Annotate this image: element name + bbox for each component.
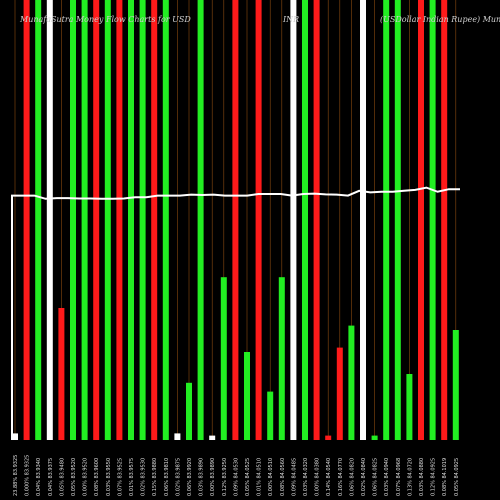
flow-bar — [128, 0, 134, 440]
x-tick-label: 0.04% 83.9340 — [36, 458, 42, 496]
x-tick-label: 0.12% 83.9250 — [222, 458, 228, 496]
x-tick-label: 0.06% 83.9810 — [164, 458, 170, 496]
x-tick-label: 0.02% 83.9530 — [141, 458, 147, 496]
x-tick-label: 0.03% 83.9890 — [199, 458, 205, 496]
flow-bar — [186, 382, 192, 440]
flow-bar — [452, 330, 459, 440]
x-tick-label: 0.15% 83.9880 — [152, 458, 158, 496]
flow-bar — [360, 0, 366, 440]
flow-bar — [255, 0, 262, 440]
x-tick-label: 0.09% 84.0485 — [291, 458, 297, 496]
flow-bar — [278, 277, 285, 440]
x-tick-label: 0.05% 83.9480 — [59, 458, 65, 496]
x-tick-label: 0.00% 84.0510 — [268, 458, 274, 496]
x-tick-label: 0.01% 83.9575 — [129, 458, 135, 496]
flow-bar — [429, 0, 436, 440]
flow-bar — [244, 352, 250, 440]
x-tick-label: 0.14% 84.0540 — [326, 458, 332, 496]
flow-bar — [383, 0, 390, 440]
x-tick-label: 0.06% 84.0825 — [373, 458, 379, 496]
x-tick-label: 0.13% 84.0720 — [407, 458, 413, 496]
flow-bar — [81, 0, 88, 440]
x-tick-label: 0.01% 84.0510 — [257, 458, 263, 496]
flow-bar — [209, 435, 216, 440]
flow-bar — [348, 325, 355, 440]
flow-bar — [406, 374, 413, 440]
flow-bar — [35, 0, 42, 440]
x-tick-label: 0.08% 84.1019 — [442, 458, 448, 496]
x-tick-label: 0.07% 83.9525 — [117, 458, 123, 496]
x-tick-label: 0.05% 84.0525 — [245, 458, 251, 496]
flow-bar — [139, 0, 146, 440]
flow-bar — [23, 0, 30, 440]
x-tick-label: 0.05% 84.0925 — [454, 458, 460, 496]
flow-bar — [46, 0, 53, 440]
x-tick-label: 23.88% 83.9325 — [13, 455, 19, 496]
flow-bar — [116, 0, 123, 440]
chart-title-left: MunafaSutra Money Flow Charts for USD — [19, 15, 191, 24]
flow-bar — [220, 277, 227, 440]
chart-title-middle: INR — [282, 15, 299, 24]
flow-bar — [267, 391, 274, 440]
flow-bar — [70, 0, 76, 440]
x-tick-labels: 23.88% 83.9325 0.000% 83.9325 0.04% 83.934… — [13, 455, 460, 496]
flow-bar — [104, 0, 111, 440]
flow-bar — [58, 308, 65, 440]
flow-bar — [232, 0, 239, 440]
x-tick-label: 0.09% 84.0530 — [233, 458, 239, 496]
x-tick-label: 0.04% 83.9375 — [48, 458, 54, 496]
flow-bar — [325, 435, 332, 440]
x-tick-label: 0.03% 83.9550 — [106, 458, 112, 496]
chart-title-right: (USDollar Indian Rupee) MunafaSutra — [380, 15, 500, 24]
x-tick-label: 0.08% 84.0560 — [280, 458, 286, 496]
x-tick-label: 0.06% 83.9920 — [187, 458, 193, 496]
x-tick-label: 0.16% 84.0770 — [338, 458, 344, 496]
flow-bar — [162, 0, 169, 440]
flow-bar — [302, 0, 308, 440]
flow-bar — [313, 0, 320, 440]
x-tick-label: 0.05% 83.9520 — [71, 458, 77, 496]
flow-bar — [12, 433, 18, 440]
x-tick-label: 0.08% 83.9600 — [94, 458, 100, 496]
flow-bar — [394, 0, 401, 440]
price-line — [11, 186, 460, 440]
flow-bar — [441, 0, 448, 440]
flow-bar — [371, 435, 378, 440]
flow-bar — [93, 0, 100, 440]
x-tick-label: 0.03% 84.0880 — [419, 458, 425, 496]
x-tick-label: 0.02% 84.0840 — [361, 458, 367, 496]
x-tick-label: 0.07% 84.0968 — [396, 458, 402, 496]
x-tick-label: 0.03% 84.0320 — [303, 458, 309, 496]
flow-bar — [197, 0, 204, 440]
x-tick-label: 0.00% 84.0380 — [315, 458, 321, 496]
flow-bars — [12, 0, 459, 440]
flow-bar — [174, 433, 181, 440]
x-tick-label: 0.12% 84.0925 — [431, 458, 437, 496]
x-tick-label: 0.02% 83.9875 — [175, 458, 181, 496]
flow-bar — [418, 0, 424, 440]
flow-bar — [151, 0, 158, 440]
x-tick-label: 0.00% 83.9520 — [83, 458, 89, 496]
x-tick-label: 0.03% 84.0940 — [384, 458, 390, 496]
x-tick-label: 0.00% 83.9890 — [210, 458, 216, 496]
x-tick-label: 0.000% 83.9325 — [25, 455, 31, 496]
flow-bar — [336, 347, 343, 440]
x-tick-label: 0.06% 84.0820 — [349, 458, 355, 496]
flow-bar — [290, 0, 297, 440]
